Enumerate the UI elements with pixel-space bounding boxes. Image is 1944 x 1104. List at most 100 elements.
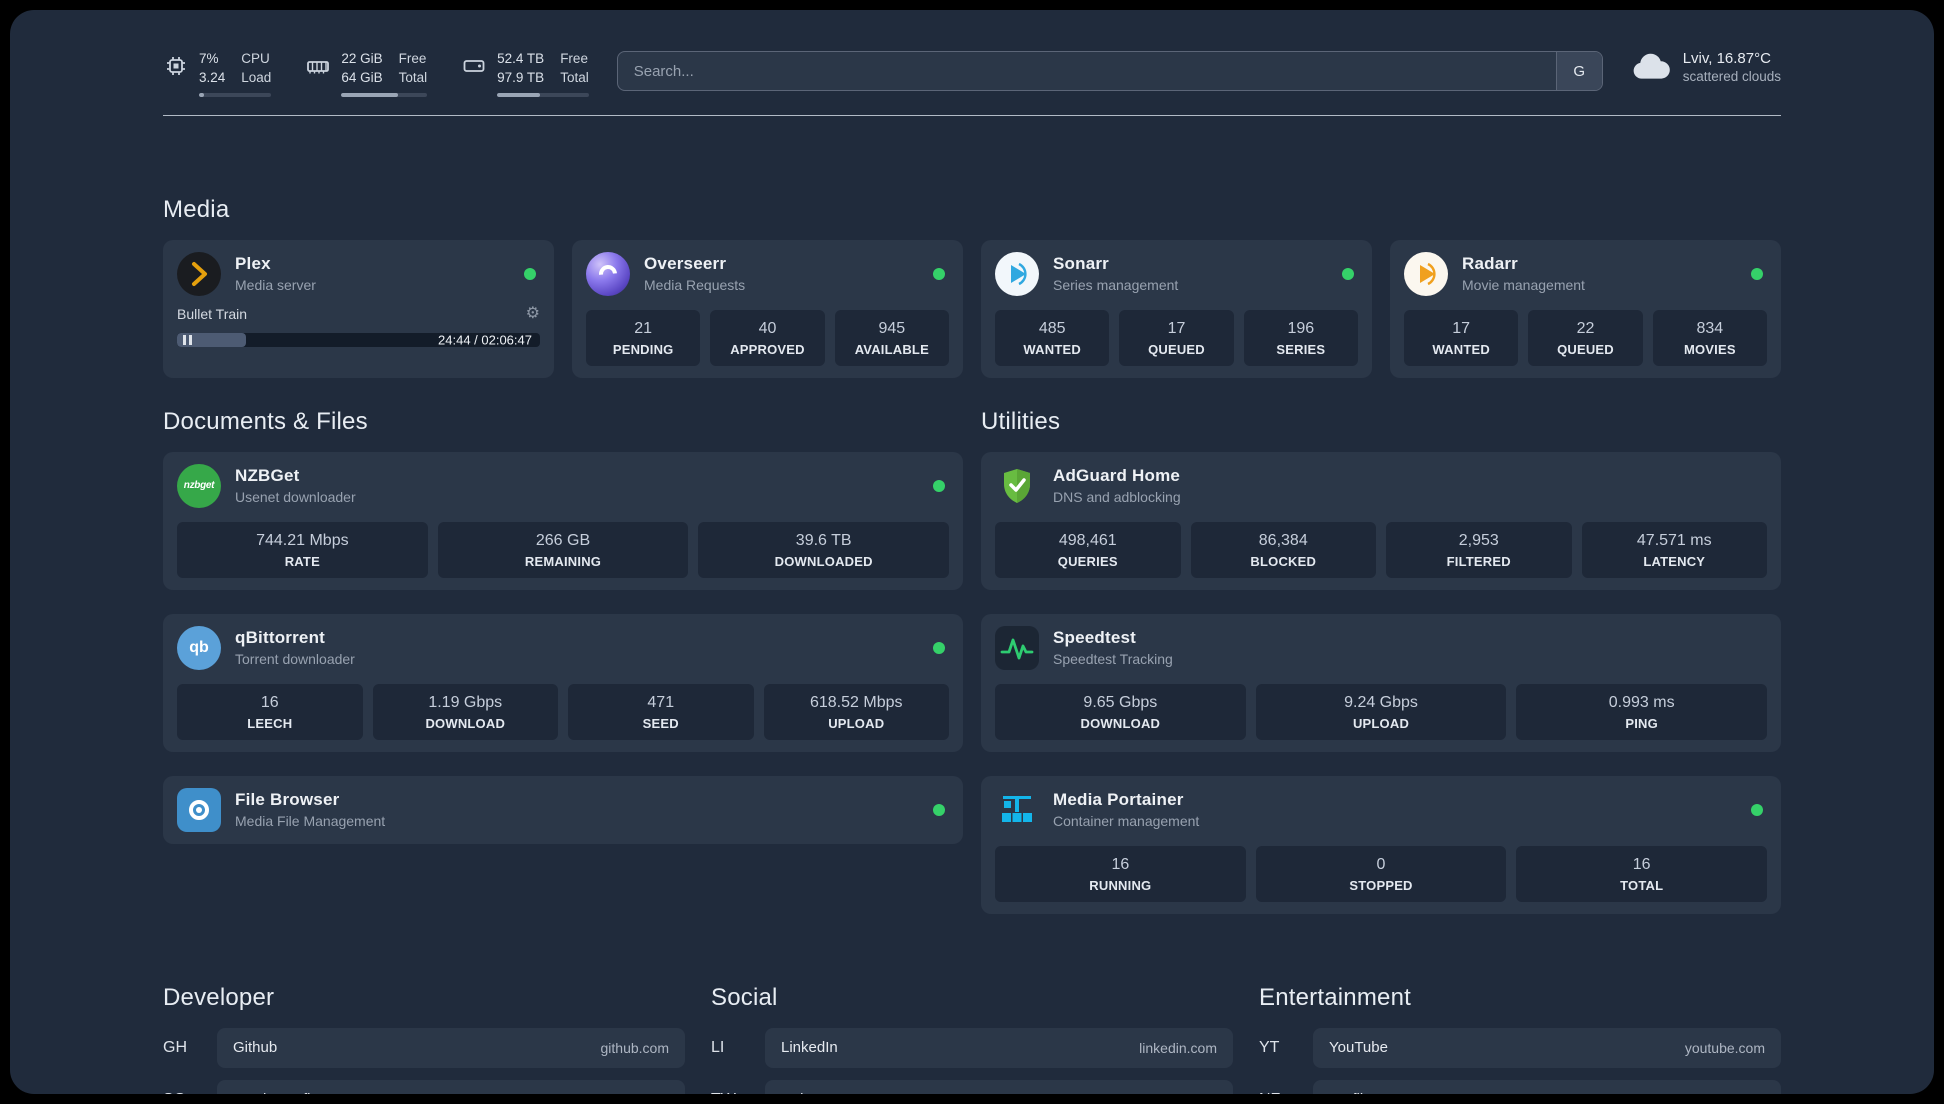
memory-total: 64 GiB [341, 69, 383, 85]
stat-box: 47.571 ms LATENCY [1581, 521, 1767, 578]
stat-box: 471 SEED [568, 683, 754, 740]
cpu-widget: 7% 3.24 CPU Load [163, 50, 272, 97]
stat-box: 0.993 ms PING [1516, 683, 1768, 740]
now-playing-title: Bullet Train [177, 305, 248, 322]
qbittorrent-icon: qb [177, 625, 221, 670]
status-dot [524, 267, 536, 280]
stat-box: 0 STOPPED [1255, 845, 1507, 902]
status-dot [1751, 803, 1763, 816]
stat-box: 21 PENDING [586, 309, 701, 366]
section-title-social: Social [711, 983, 778, 1011]
section-title-documents: Documents & Files [163, 407, 368, 435]
disk-free-label: Free [560, 51, 588, 66]
service-name: Speedtest [1053, 628, 1137, 648]
bookmark-link-youtube[interactable]: YouTube youtube.com [1313, 1027, 1781, 1068]
service-card-adguard[interactable]: AdGuard Home DNS and adblocking 498,461 … [981, 451, 1781, 590]
playback-time: 24:44 / 02:06:47 [438, 332, 532, 348]
stat-box: 834 MOVIES [1652, 309, 1767, 366]
section-title-utilities: Utilities [981, 407, 1061, 435]
stat-box: 196 SERIES [1243, 309, 1358, 366]
service-description: Media File Management [235, 813, 386, 830]
service-description: DNS and adblocking [1053, 489, 1181, 506]
stat-box: 485 WANTED [995, 309, 1110, 366]
search-input[interactable] [617, 52, 1556, 90]
gear-icon[interactable]: ⚙ [525, 304, 540, 322]
service-card-portainer[interactable]: Media Portainer Container management 16 … [981, 775, 1781, 914]
bookmark-link-netflix[interactable]: Netflix netflix.com [1313, 1079, 1781, 1094]
disk-widget: 52.4 TB 97.9 TB Free Total [461, 50, 589, 97]
bookmark-link-linkedin[interactable]: LinkedIn linkedin.com [765, 1027, 1233, 1068]
disk-total: 97.9 TB [497, 69, 545, 85]
cpu-label: CPU [241, 51, 270, 66]
memory-widget: 22 GiB 64 GiB Free Total [305, 50, 428, 97]
memory-total-label: Total [398, 69, 428, 85]
weather-condition: scattered clouds [1682, 69, 1781, 84]
filebrowser-icon [177, 787, 221, 832]
service-card-radarr[interactable]: Radarr Movie management 17 WANTED 22 QUE… [1390, 239, 1781, 378]
status-dot [933, 267, 945, 280]
memory-usage-bar [341, 92, 428, 97]
service-card-qbittorrent[interactable]: qb qBittorrent Torrent downloader 16 [163, 613, 963, 752]
service-card-nzbget[interactable]: nzbget NZBGet Usenet downloader 744.21 M… [163, 451, 963, 590]
stat-box: 618.52 Mbps UPLOAD [763, 683, 949, 740]
stat-box: 16 TOTAL [1516, 845, 1768, 902]
speedtest-icon [995, 625, 1039, 670]
service-description: Media Requests [644, 277, 746, 294]
service-name: File Browser [235, 790, 340, 810]
cpu-load-label: Load [241, 69, 272, 85]
weather-widget: Lviv, 16.87°C scattered clouds [1631, 50, 1781, 84]
stat-box: 40 APPROVED [710, 309, 825, 366]
service-name: Plex [235, 254, 271, 274]
bookmark-abbr: SO [163, 1091, 217, 1094]
nzbget-icon: nzbget [177, 463, 221, 508]
stat-box: 86,384 BLOCKED [1190, 521, 1376, 578]
stat-box: 1.19 Gbps DOWNLOAD [372, 683, 558, 740]
stat-box: 744.21 Mbps RATE [177, 521, 428, 578]
bookmark-link-twitter[interactable]: Twitter twitter.com [765, 1079, 1233, 1094]
service-description: Torrent downloader [235, 651, 355, 668]
status-dot [1751, 267, 1763, 280]
stat-box: 17 QUEUED [1119, 309, 1234, 366]
bookmark-row: LI LinkedIn linkedin.com [711, 1027, 1233, 1068]
bookmark-abbr: LI [711, 1038, 725, 1056]
search-engine-button[interactable]: G [1555, 52, 1602, 90]
bookmark-abbr: NF [1259, 1091, 1313, 1094]
cpu-load: 3.24 [199, 69, 226, 85]
service-name: qBittorrent [235, 628, 326, 648]
disk-total-label: Total [560, 69, 589, 85]
plex-now-playing: Bullet Train ⚙ 24:44 / 02:06:47 [177, 304, 540, 350]
bookmark-link-stackoverflow[interactable]: StackOverflow stackoverflow.com [217, 1079, 685, 1094]
service-card-speedtest[interactable]: Speedtest Speedtest Tracking 9.65 Gbps D… [981, 613, 1781, 752]
service-card-plex[interactable]: Plex Media server Bullet Train ⚙ [163, 239, 554, 378]
section-title-media: Media [163, 195, 230, 223]
service-name: Media Portainer [1053, 790, 1184, 810]
service-name: AdGuard Home [1053, 466, 1181, 486]
section-title-entertainment: Entertainment [1259, 983, 1412, 1011]
service-name: Overseerr [644, 254, 727, 274]
stat-box: 9.65 Gbps DOWNLOAD [995, 683, 1246, 740]
status-dot [933, 803, 945, 816]
memory-icon [307, 61, 330, 74]
resource-widgets: 7% 3.24 CPU Load [163, 50, 589, 97]
disk-usage-bar [497, 92, 589, 97]
service-card-filebrowser[interactable]: File Browser Media File Management [163, 775, 963, 844]
cpu-percent: 7% [199, 51, 219, 66]
service-card-sonarr[interactable]: Sonarr Series management 485 WANTED 17 Q… [981, 239, 1372, 378]
bookmark-link-github[interactable]: Github github.com [217, 1027, 685, 1068]
service-card-overseerr[interactable]: Overseerr Media Requests 21 PENDING 40 A… [572, 239, 963, 378]
playback-progress-bar[interactable] [177, 332, 540, 347]
service-name: Radarr [1462, 254, 1519, 274]
cpu-usage-bar [199, 92, 272, 97]
stat-box: 22 QUEUED [1528, 309, 1643, 366]
status-dot [933, 641, 945, 654]
cpu-icon [167, 57, 185, 75]
pause-button[interactable] [183, 334, 192, 345]
service-description: Usenet downloader [235, 489, 356, 506]
status-dot [933, 479, 945, 492]
memory-free: 22 GiB [341, 51, 383, 66]
service-name: NZBGet [235, 466, 300, 486]
service-description: Series management [1053, 277, 1179, 294]
stat-box: 16 LEECH [177, 683, 363, 740]
stat-box: 16 RUNNING [995, 845, 1246, 902]
stat-box: 39.6 TB DOWNLOADED [698, 521, 950, 578]
